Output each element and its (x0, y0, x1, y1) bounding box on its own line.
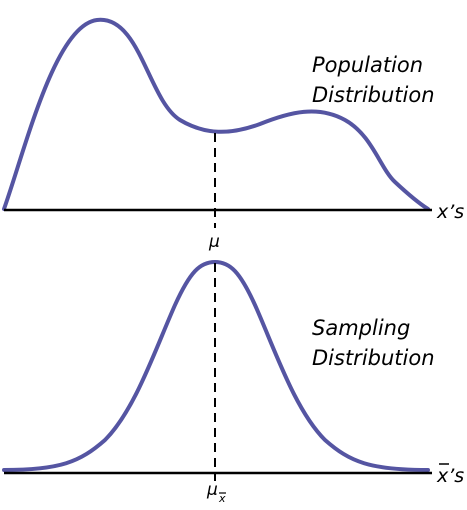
sampling-curve (2, 259, 430, 472)
population-curve (2, 17, 430, 211)
population-x-label: x’s (436, 201, 464, 223)
sampling-label-line1: Sampling (312, 316, 410, 340)
population-label-line1: Population (312, 53, 423, 77)
population-mean-label: μ (208, 232, 220, 252)
sampling-mean-label: μ (206, 480, 218, 500)
sampling-label-line2: Distribution (312, 346, 435, 370)
sampling-mean-subscript: x (218, 492, 226, 505)
population-label-line2: Distribution (312, 83, 435, 107)
sampling-x-label: x’s (436, 465, 464, 487)
